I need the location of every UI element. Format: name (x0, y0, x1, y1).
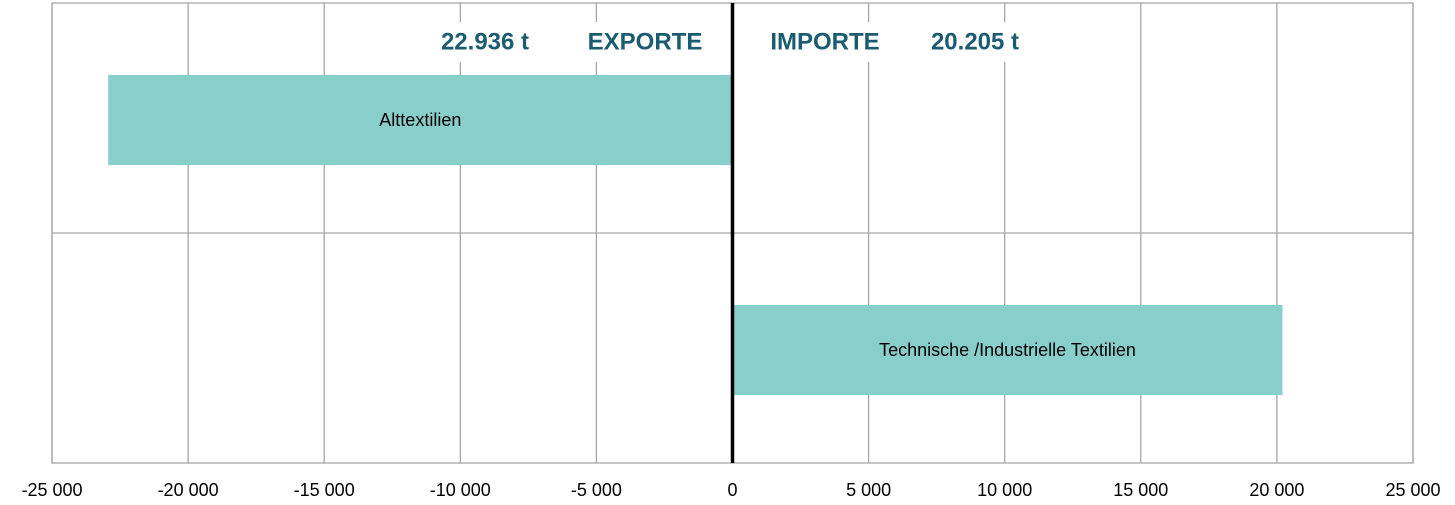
bar (732, 305, 1283, 395)
x-tick-label: 15 000 (1113, 480, 1168, 500)
x-tick-label: 10 000 (977, 480, 1032, 500)
x-tick-label: -20 000 (158, 480, 219, 500)
category-label: Technische /Industrielle Textilien (879, 340, 1136, 360)
annotation: IMPORTE (770, 28, 879, 55)
annotation: 22.936 t (441, 28, 529, 55)
annotation: EXPORTE (588, 28, 703, 55)
x-tick-label: 0 (727, 480, 737, 500)
x-tick-label: -5 000 (571, 480, 622, 500)
annotation: 20.205 t (931, 28, 1019, 55)
x-tick-label: 20 000 (1249, 480, 1304, 500)
annotation-bg (417, 22, 553, 62)
x-tick-label: 25 000 (1385, 480, 1440, 500)
category-label: Alttextilien (379, 110, 462, 130)
bar (108, 75, 733, 165)
annotation-bg (762, 22, 888, 62)
x-tick-label: 5 000 (846, 480, 891, 500)
x-tick-label: -25 000 (21, 480, 82, 500)
x-tick-label: -10 000 (430, 480, 491, 500)
x-tick-label: -15 000 (294, 480, 355, 500)
annotation-bg (912, 22, 1038, 62)
annotation-bg (580, 22, 710, 62)
